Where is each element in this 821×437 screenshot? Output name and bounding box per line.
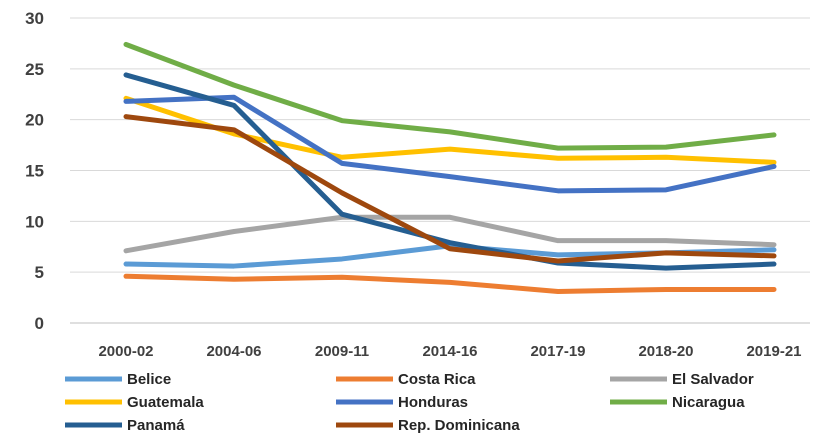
y-tick-label: 10 [25, 212, 44, 231]
y-tick-label: 15 [25, 162, 44, 181]
legend-label-belice: Belice [127, 371, 171, 388]
x-tick-label: 2009-11 [315, 343, 369, 360]
series-line-costa-rica [123, 273, 777, 294]
y-tick-label: 20 [25, 111, 44, 130]
legend-label-rep-dominicana: Rep. Dominicana [398, 417, 520, 434]
series-line-el-salvador [123, 214, 777, 254]
x-tick-label: 2000-02 [98, 343, 153, 360]
legend-label-honduras: Honduras [398, 394, 468, 411]
series-line-nicaragua [123, 41, 777, 151]
y-tick-label: 5 [35, 263, 44, 282]
x-tick-label: 2018-20 [638, 343, 693, 360]
x-tick-label: 2004-06 [206, 343, 261, 360]
series-lines [123, 41, 777, 294]
legend-label-guatemala: Guatemala [127, 394, 204, 411]
series-line-honduras [123, 94, 777, 194]
series-line-guatemala [123, 95, 777, 165]
legend: Belice Costa Rica El Salvador Guatemala Hond… [65, 371, 754, 434]
x-axis-ticks: 2000-02 2004-06 2009-11 2014-16 2017-19 2018-… [98, 343, 801, 360]
x-tick-label: 2019-21 [746, 343, 801, 360]
x-tick-label: 2017-19 [530, 343, 585, 360]
legend-label-el-salvador: El Salvador [672, 371, 754, 388]
x-tick-label: 2014-16 [422, 343, 477, 360]
y-tick-label: 0 [35, 314, 44, 333]
series-line-rep-dominicana [123, 114, 777, 264]
legend-label-nicaragua: Nicaragua [672, 394, 745, 411]
legend-label-costa-rica: Costa Rica [398, 371, 476, 388]
legend-label-panam: Panamá [127, 417, 185, 434]
y-tick-label: 25 [25, 60, 44, 79]
series-line-panam [123, 72, 777, 271]
y-tick-label: 30 [25, 9, 44, 28]
y-axis-ticks: 0 5 10 15 20 25 30 [25, 9, 44, 333]
